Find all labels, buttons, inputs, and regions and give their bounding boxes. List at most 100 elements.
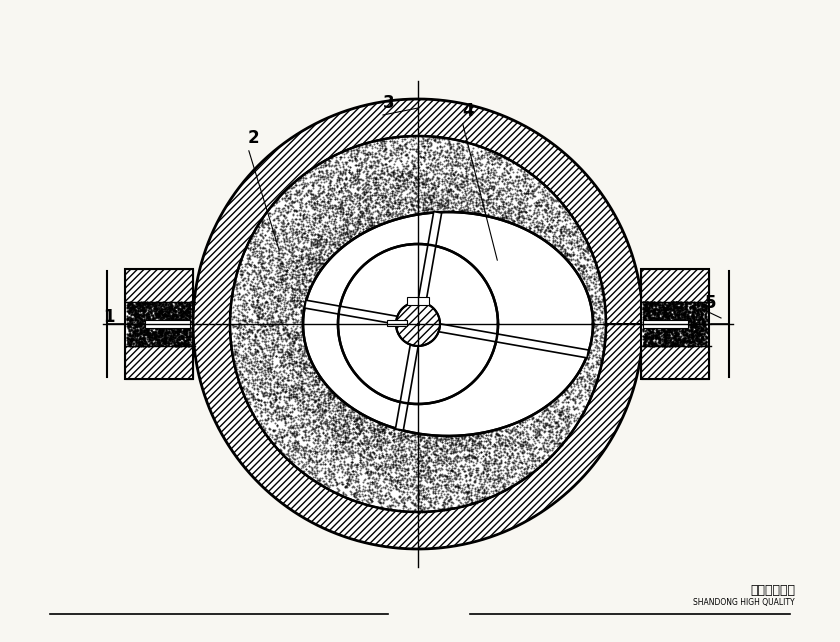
Point <box>508 203 522 213</box>
Point <box>499 463 512 473</box>
Point <box>339 158 353 168</box>
Point <box>288 343 302 354</box>
Point <box>519 221 533 232</box>
Point <box>550 436 564 446</box>
Point <box>528 426 541 436</box>
Point <box>452 446 465 456</box>
Point <box>407 471 421 481</box>
Point <box>431 154 444 164</box>
Point <box>472 153 486 163</box>
Point <box>339 199 353 209</box>
Point <box>255 312 268 322</box>
Point <box>282 331 296 342</box>
Point <box>265 364 278 374</box>
Point <box>372 419 386 429</box>
Point <box>521 188 534 198</box>
Point <box>291 206 304 216</box>
Point <box>459 442 472 452</box>
Point <box>320 218 333 229</box>
Point <box>504 205 517 216</box>
Point <box>265 295 279 306</box>
Point <box>339 220 352 230</box>
Point <box>325 413 339 423</box>
Point <box>306 424 319 434</box>
Point <box>328 183 341 193</box>
Point <box>276 403 289 413</box>
Point <box>526 185 539 195</box>
Point <box>342 404 355 415</box>
Point <box>408 444 422 455</box>
Point <box>469 161 482 171</box>
Point <box>311 435 324 445</box>
Point <box>394 450 407 460</box>
Point <box>317 476 330 486</box>
Point <box>267 225 281 236</box>
Point <box>397 166 411 176</box>
Point <box>562 223 575 234</box>
Point <box>546 204 559 214</box>
Point <box>375 448 389 458</box>
Point <box>434 488 448 498</box>
Point <box>556 216 570 226</box>
Point <box>305 266 318 276</box>
Point <box>499 165 512 175</box>
Point <box>530 462 543 473</box>
Point <box>291 413 304 424</box>
Point <box>459 431 472 442</box>
Point <box>570 223 584 233</box>
Point <box>348 490 361 500</box>
Point <box>470 454 484 464</box>
Point <box>390 164 403 175</box>
Point <box>281 297 294 307</box>
Point <box>553 205 566 216</box>
Point <box>286 392 300 402</box>
Point <box>324 234 338 245</box>
Point <box>297 288 311 299</box>
Point <box>326 412 339 422</box>
Point <box>292 360 306 370</box>
Point <box>537 187 550 197</box>
Point <box>307 275 321 285</box>
Point <box>265 358 278 368</box>
Point <box>331 416 344 426</box>
Point <box>375 136 389 146</box>
Point <box>427 448 440 458</box>
Point <box>348 219 361 229</box>
Point <box>412 501 426 511</box>
Point <box>325 202 339 213</box>
Point <box>344 180 357 190</box>
Point <box>539 404 553 415</box>
Point <box>360 168 373 178</box>
Point <box>518 433 532 444</box>
Point <box>299 259 312 269</box>
Point <box>297 212 310 222</box>
Point <box>311 433 324 443</box>
Point <box>373 471 386 482</box>
Point <box>300 212 313 222</box>
Point <box>379 138 392 148</box>
Point <box>384 475 397 485</box>
Point <box>344 428 358 438</box>
Point <box>372 145 386 155</box>
Point <box>265 384 278 394</box>
Point <box>277 425 291 435</box>
Point <box>360 168 374 178</box>
Point <box>472 198 486 208</box>
Point <box>328 424 342 434</box>
Point <box>555 407 569 417</box>
Point <box>296 265 309 275</box>
Point <box>352 428 365 438</box>
Point <box>276 248 290 259</box>
Point <box>559 209 572 220</box>
Point <box>276 202 290 213</box>
Point <box>432 200 445 211</box>
Point <box>360 221 374 232</box>
Point <box>339 482 352 492</box>
Point <box>401 479 414 489</box>
Point <box>520 428 533 438</box>
Point <box>395 156 408 166</box>
Point <box>327 471 340 482</box>
Point <box>387 428 401 438</box>
Point <box>279 385 292 395</box>
Point <box>238 279 251 289</box>
